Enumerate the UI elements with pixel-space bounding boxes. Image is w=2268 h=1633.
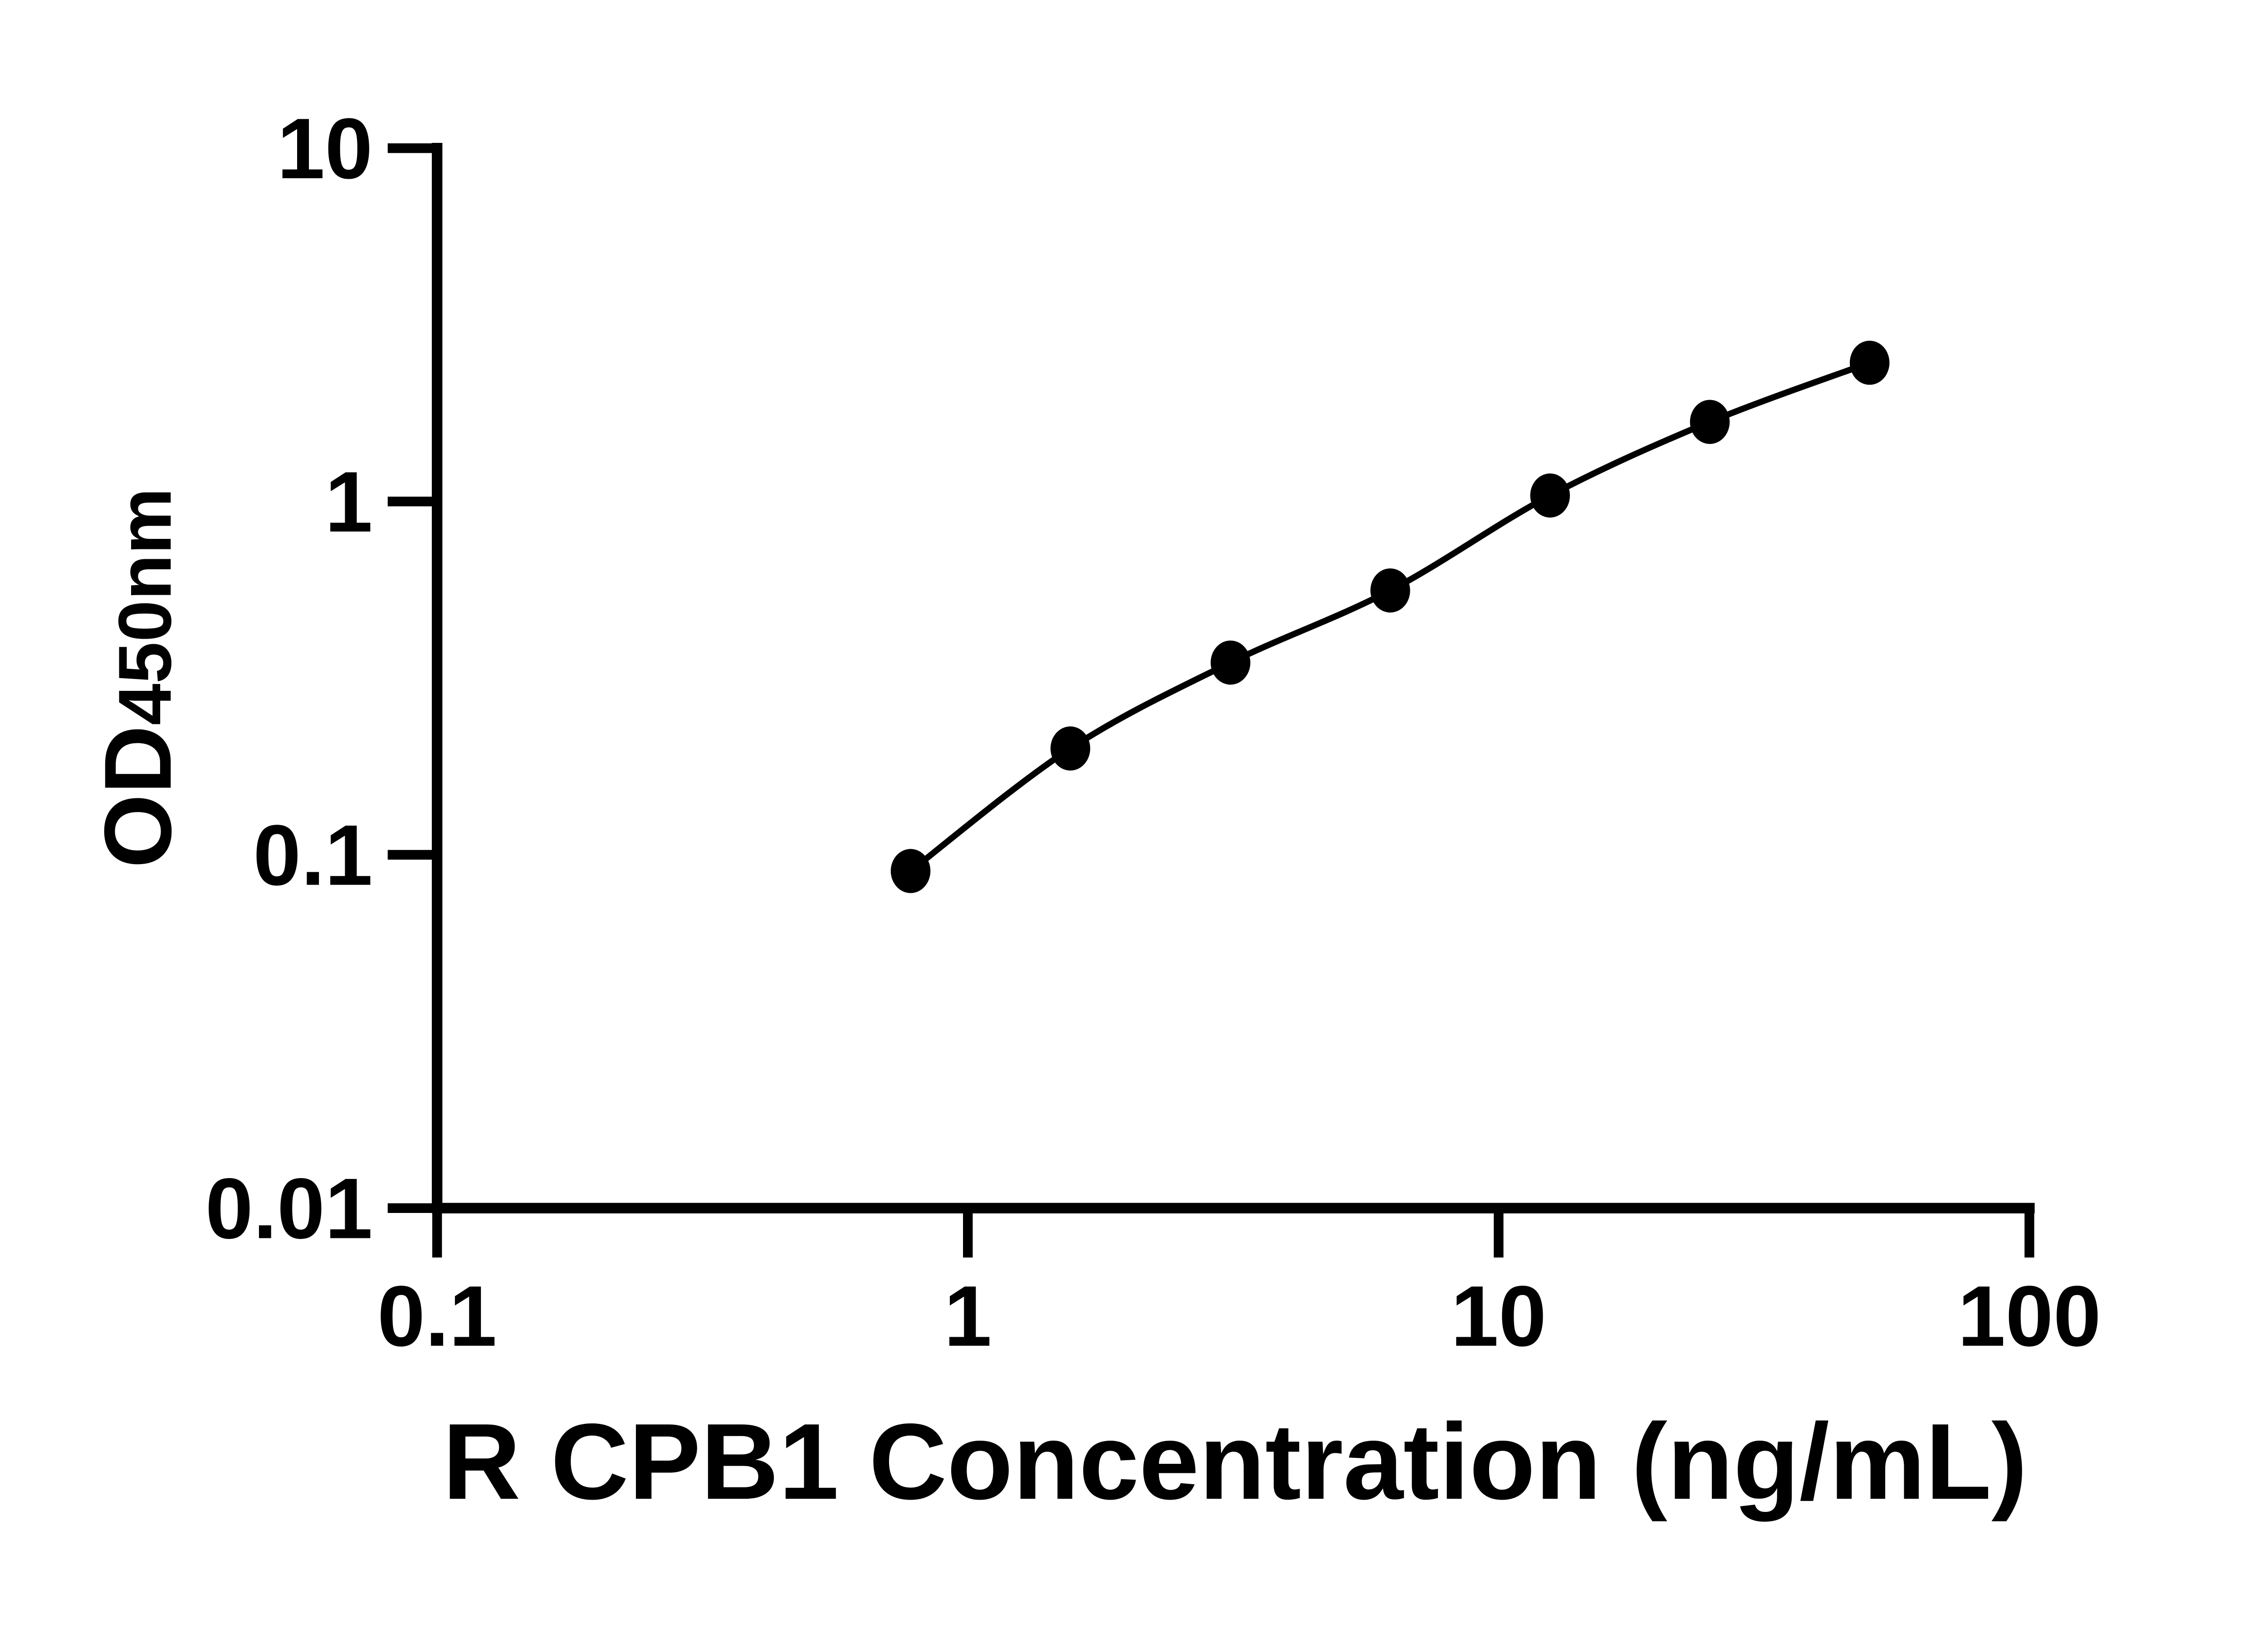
elisa-standard-curve-figure: 0.01 0.1 1 10 0.1 1 10 100 R CPB1 Concentration… [84, 100, 2102, 1522]
x-tick-label: 10 [1451, 1268, 1546, 1364]
data-point [1690, 400, 1730, 444]
x-tick-label: 100 [1958, 1268, 2101, 1364]
y-axis-title-main: OD [84, 725, 191, 868]
y-tick-label: 0.1 [253, 807, 373, 904]
y-tick-label: 10 [277, 101, 373, 197]
axes [431, 143, 2035, 1214]
y-axis-title-sub: 450nm [103, 488, 187, 725]
data-point [1849, 341, 1890, 385]
y-tick-label: 0.01 [205, 1160, 373, 1257]
axis-ticks [387, 143, 2034, 1258]
data-point [1370, 568, 1410, 613]
x-tick-label: 1 [944, 1268, 992, 1364]
data-point [890, 849, 931, 893]
data-point [1050, 726, 1090, 771]
x-axis-title: R CPB1 Concentration (ng/mL) [443, 1401, 2028, 1522]
y-tick-label: 1 [325, 454, 372, 550]
data-series [890, 341, 1890, 893]
data-point [1530, 473, 1570, 518]
x-tick-label: 0.1 [377, 1268, 497, 1364]
y-axis-title: OD450nm [84, 488, 191, 868]
data-point [1211, 640, 1251, 685]
standard-curve-line [907, 359, 1873, 874]
